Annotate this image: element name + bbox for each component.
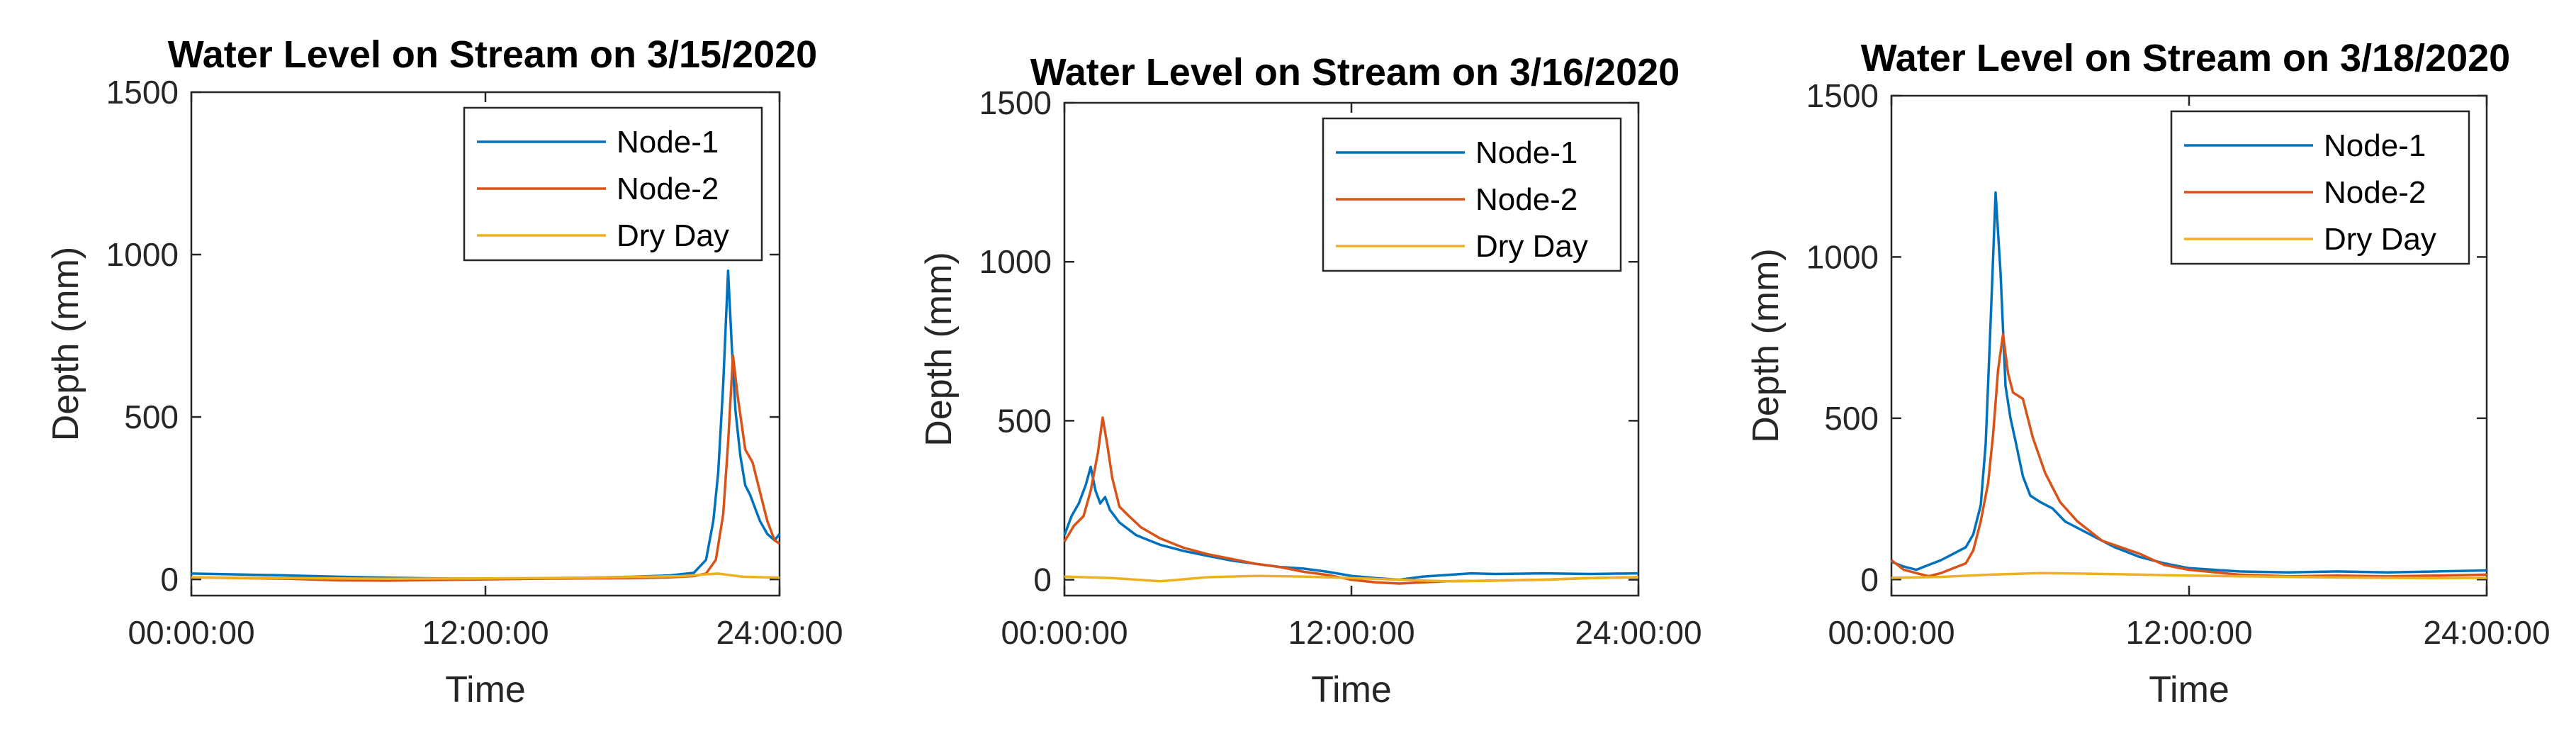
legend-label: Node-2 xyxy=(1475,182,1577,217)
x-tick-label: 12:00:00 xyxy=(422,614,549,651)
y-tick-label: 1000 xyxy=(1806,238,1879,275)
x-tick-label: 00:00:00 xyxy=(128,614,254,651)
x-tick-label: 24:00:00 xyxy=(716,614,843,651)
x-tick-label: 24:00:00 xyxy=(1575,614,1702,651)
legend-label: Dry Day xyxy=(2324,222,2436,257)
y-tick-label: 500 xyxy=(1824,400,1879,437)
legend-label: Dry Day xyxy=(617,218,729,253)
chart-panel-2: Water Level on Stream on 3/16/2020 0 500 10… xyxy=(859,0,1718,736)
series-line-node-1 xyxy=(1063,465,1639,581)
chart-title: Water Level on Stream on 3/15/2020 xyxy=(168,33,817,76)
x-axis-label: Time xyxy=(445,669,526,710)
chart-svg: Water Level on Stream on 3/15/2020 0 500 10… xyxy=(45,33,843,710)
chart-svg: Water Level on Stream on 3/18/2020 0 500 10… xyxy=(1745,37,2550,710)
chart-title: Water Level on Stream on 3/18/2020 xyxy=(1861,37,2510,79)
series-line-node-1 xyxy=(191,269,781,580)
series-line-node-1 xyxy=(1891,191,2487,574)
y-axis-label: Depth (mm) xyxy=(45,247,86,441)
y-tick-label: 1500 xyxy=(106,74,179,111)
chart-svg: Water Level on Stream on 3/16/2020 0 500 10… xyxy=(918,51,1702,710)
series-line-dry-day xyxy=(1891,571,2487,580)
x-tick-label: 24:00:00 xyxy=(2423,614,2550,651)
chart-panel-1: Water Level on Stream on 3/15/2020 0 500 10… xyxy=(0,0,859,736)
x-tick-label: 00:00:00 xyxy=(1828,614,1955,651)
y-tick-label: 1500 xyxy=(979,84,1052,121)
legend-label: Node-1 xyxy=(617,125,719,160)
legend-label: Node-2 xyxy=(617,172,719,206)
series-line-node-2 xyxy=(191,354,780,582)
legend-label: Node-2 xyxy=(2324,175,2426,210)
chart-title: Water Level on Stream on 3/16/2020 xyxy=(1030,51,1680,94)
y-tick-label: 0 xyxy=(1860,561,1879,598)
y-tick-label: 1000 xyxy=(979,243,1052,280)
x-tick-label: 12:00:00 xyxy=(1288,614,1414,651)
y-tick-label: 1000 xyxy=(106,236,179,273)
legend-label: Dry Day xyxy=(1475,229,1588,264)
series-line-node-2 xyxy=(1063,416,1639,585)
x-axis-label: Time xyxy=(2149,669,2229,710)
x-axis-label: Time xyxy=(1311,669,1392,710)
y-tick-label: 500 xyxy=(124,398,179,435)
y-tick-label: 0 xyxy=(1033,562,1052,598)
legend-label: Node-1 xyxy=(2324,128,2426,163)
legend-label: Node-1 xyxy=(1475,135,1577,170)
y-tick-label: 0 xyxy=(160,561,179,598)
y-axis-label: Depth (mm) xyxy=(1745,248,1787,442)
y-tick-label: 1500 xyxy=(1806,77,1879,114)
series-line-node-2 xyxy=(1890,333,2487,578)
series-line-dry-day xyxy=(191,572,780,580)
series-line-dry-day xyxy=(1064,574,1639,583)
y-tick-label: 500 xyxy=(997,402,1052,439)
x-tick-label: 00:00:00 xyxy=(1001,614,1127,651)
y-axis-label: Depth (mm) xyxy=(918,252,960,446)
chart-panel-3: Water Level on Stream on 3/18/2020 0 500 10… xyxy=(1718,0,2576,736)
x-tick-label: 12:00:00 xyxy=(2125,614,2252,651)
